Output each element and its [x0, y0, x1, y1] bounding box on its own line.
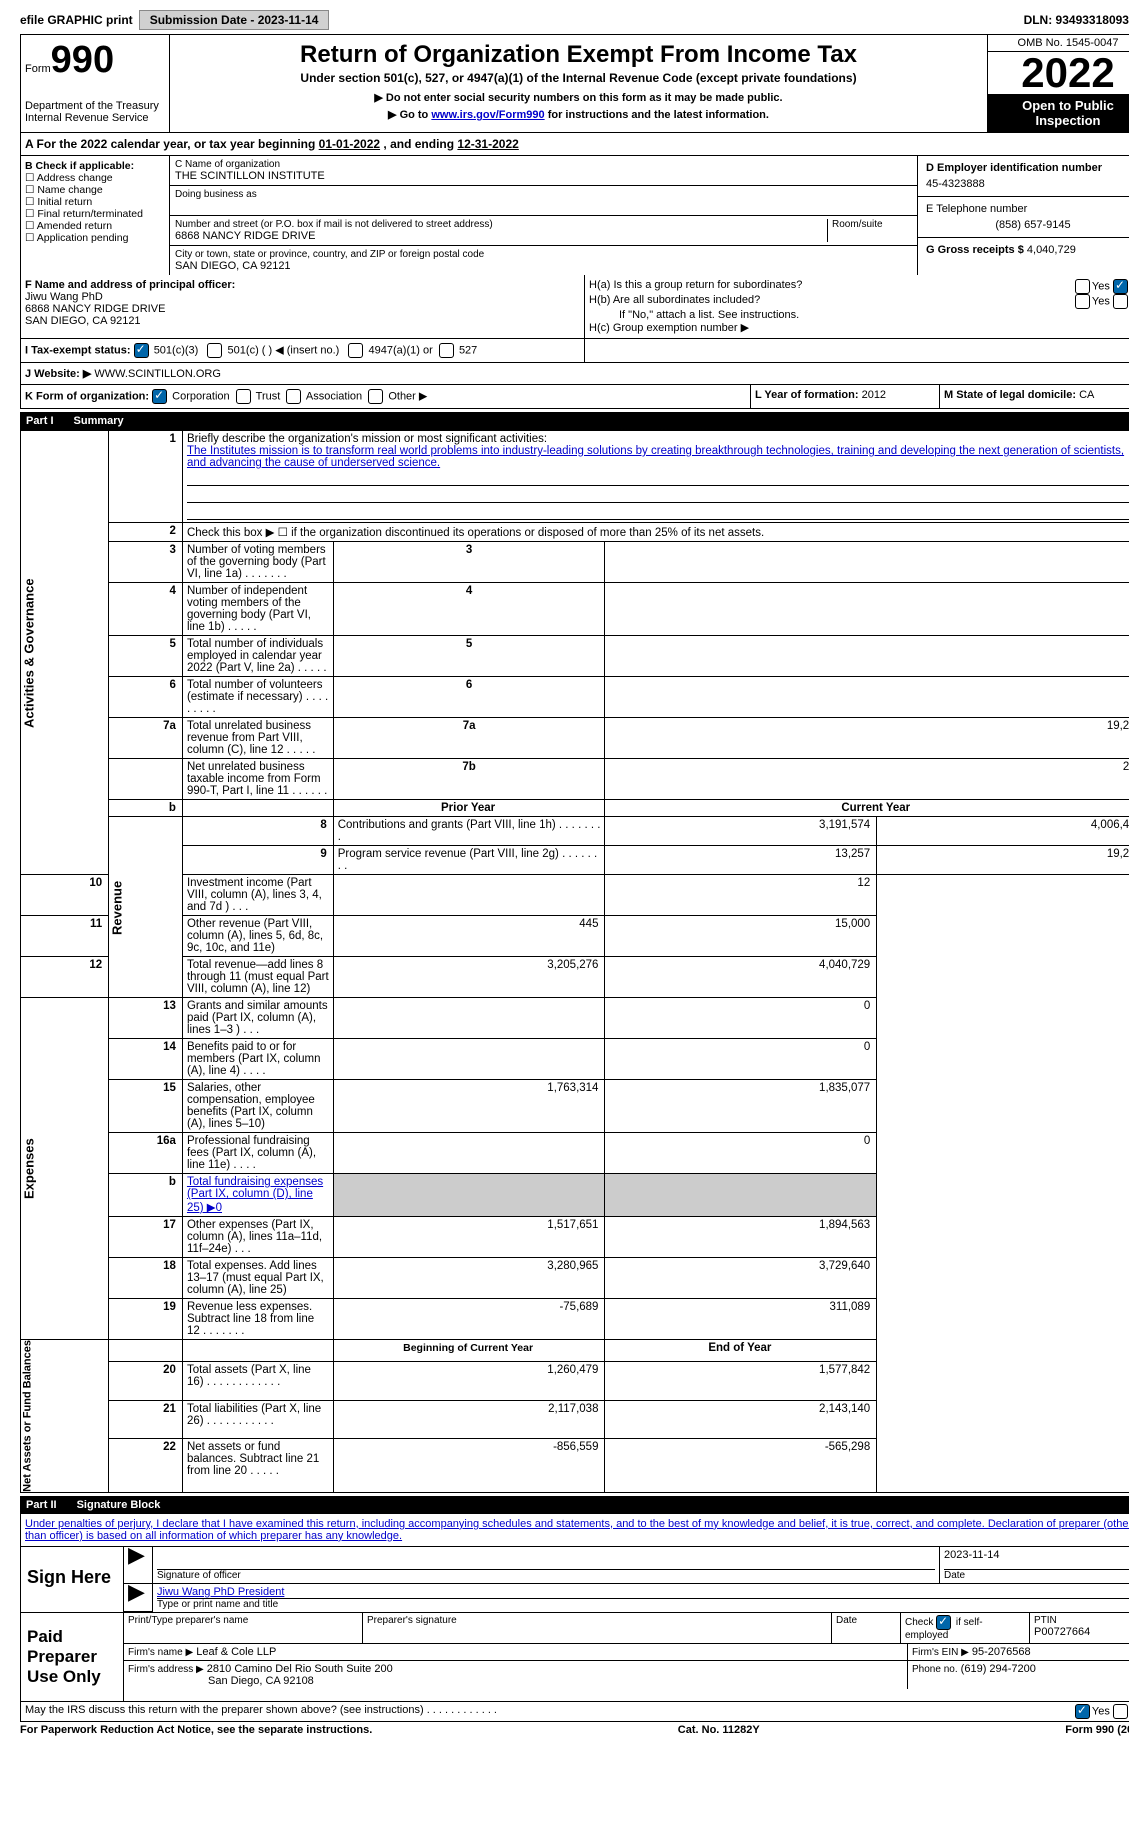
- privacy-note: ▶ Do not enter social security numbers o…: [174, 91, 983, 104]
- officer-addr1: 6868 NANCY RIDGE DRIVE: [25, 303, 580, 315]
- chk-self-employed: [936, 1615, 951, 1630]
- row-fh: F Name and address of principal officer:…: [20, 275, 1129, 339]
- chk-527: [439, 343, 454, 358]
- officer-addr2: SAN DIEGO, CA 92121: [25, 315, 580, 327]
- open-public-badge: Open to Public Inspection: [988, 94, 1129, 132]
- discuss-answer: Yes No: [1075, 1704, 1129, 1719]
- row-j: J Website: ▶ WWW.SCINTILLON.ORG: [20, 363, 1129, 385]
- discuss-row: May the IRS discuss this return with the…: [20, 1702, 1129, 1722]
- chk-other: [368, 389, 383, 404]
- form-number: Form990: [25, 39, 165, 82]
- dept-treasury: Department of the Treasury: [25, 100, 165, 112]
- website-url: WWW.SCINTILLON.ORG: [94, 368, 221, 380]
- instructions-note: ▶ Go to www.irs.gov/Form990 for instruct…: [174, 108, 983, 121]
- signature-block: Under penalties of perjury, I declare th…: [20, 1514, 1129, 1702]
- box-h: H(a) Is this a group return for subordin…: [585, 275, 1129, 338]
- row-5: 5Total number of individuals employed in…: [21, 636, 1129, 677]
- part1-header: Part I Summary: [20, 412, 1129, 430]
- box-d: D Employer identification number 45-4323…: [917, 156, 1129, 275]
- row-3: 3Number of voting members of the governi…: [21, 542, 1129, 583]
- org-name: THE SCINTILLON INSTITUTE: [175, 170, 912, 182]
- dln: DLN: 93493318093193: [1024, 13, 1129, 27]
- hb-answer: Yes No: [1075, 294, 1129, 309]
- chk-application: ☐ Application pending: [25, 232, 165, 244]
- row-7b: Net unrelated business taxable income fr…: [21, 759, 1129, 800]
- info-section: B Check if applicable: ☐ Address change …: [20, 156, 1129, 275]
- part2-header: Part II Signature Block: [20, 1496, 1129, 1514]
- efile-label: efile GRAPHIC print: [20, 13, 133, 27]
- year-formation: 2012: [862, 389, 886, 401]
- row-klm: K Form of organization: Corporation Trus…: [20, 385, 1129, 409]
- box-f: F Name and address of principal officer:…: [21, 275, 585, 338]
- box-b: B Check if applicable: ☐ Address change …: [21, 156, 170, 275]
- year-end: 12-31-2022: [457, 137, 518, 151]
- chk-corp: [152, 389, 167, 404]
- row-4: 4Number of independent voting members of…: [21, 583, 1129, 636]
- chk-name: ☐ Name change: [25, 184, 165, 196]
- officer-printed: Jiwu Wang PhD President: [157, 1586, 1129, 1598]
- chk-501c: [207, 343, 222, 358]
- chk-initial: ☐ Initial return: [25, 196, 165, 208]
- irs-label: Internal Revenue Service: [25, 112, 165, 124]
- declaration: Under penalties of perjury, I declare th…: [25, 1518, 1129, 1542]
- form-title: Return of Organization Exempt From Incom…: [174, 41, 983, 69]
- phone: (858) 657-9145: [926, 219, 1129, 231]
- form-header: Form990 Department of the Treasury Inter…: [20, 34, 1129, 133]
- side-revenue: Revenue: [109, 817, 183, 998]
- firm-phone: (619) 294-7200: [961, 1663, 1036, 1675]
- side-governance: Activities & Governance: [21, 431, 109, 875]
- row-7a: 7aTotal unrelated business revenue from …: [21, 718, 1129, 759]
- firm-addr2: San Diego, CA 92108: [128, 1675, 314, 1687]
- gross-receipts: 4,040,729: [1027, 244, 1076, 256]
- summary-table: Activities & Governance 1 Briefly descri…: [20, 430, 1129, 1493]
- chk-4947: [348, 343, 363, 358]
- section-a: A For the 2022 calendar year, or tax yea…: [20, 133, 1129, 156]
- row-i: I Tax-exempt status: 501(c)(3) 501(c) ( …: [20, 339, 1129, 363]
- mission-text: The Institutes mission is to transform r…: [187, 445, 1124, 469]
- paid-preparer-label: Paid Preparer Use Only: [21, 1613, 124, 1701]
- firm-addr1: 2810 Camino Del Rio South Suite 200: [207, 1663, 393, 1675]
- chk-amended: ☐ Amended return: [25, 220, 165, 232]
- firm-name: Leaf & Cole LLP: [196, 1646, 276, 1658]
- sig-date: 2023-11-14: [944, 1549, 1129, 1569]
- submission-date: Submission Date - 2023-11-14: [139, 10, 330, 30]
- ptin: P00727664: [1034, 1626, 1129, 1638]
- chk-trust: [236, 389, 251, 404]
- top-bar: efile GRAPHIC print Submission Date - 20…: [20, 10, 1129, 30]
- page-footer: For Paperwork Reduction Act Notice, see …: [20, 1722, 1129, 1738]
- chk-address: ☐ Address change: [25, 172, 165, 184]
- firm-ein: 95-2076568: [972, 1646, 1031, 1658]
- tax-year: 2022: [988, 52, 1129, 94]
- sign-here-label: Sign Here: [21, 1547, 124, 1612]
- box-c: C Name of organization THE SCINTILLON IN…: [170, 156, 917, 275]
- state-domicile: CA: [1079, 389, 1094, 401]
- form-subtitle: Under section 501(c), 527, or 4947(a)(1)…: [174, 71, 983, 85]
- cat-no: Cat. No. 11282Y: [678, 1724, 760, 1736]
- row-6: 6Total number of volunteers (estimate if…: [21, 677, 1129, 718]
- irs-link[interactable]: www.irs.gov/Form990: [431, 109, 544, 121]
- street-address: 6868 NANCY RIDGE DRIVE: [175, 230, 827, 242]
- city-state-zip: SAN DIEGO, CA 92121: [175, 260, 912, 272]
- ein: 45-4323888: [926, 178, 1129, 190]
- chk-501c3: [134, 343, 149, 358]
- year-begin: 01-01-2022: [319, 137, 380, 151]
- ha-answer: Yes No: [1075, 279, 1129, 294]
- officer-name: Jiwu Wang PhD: [25, 291, 580, 303]
- chk-final: ☐ Final return/terminated: [25, 208, 165, 220]
- side-net-assets: Net Assets or Fund Balances: [21, 1340, 109, 1493]
- side-expenses: Expenses: [21, 998, 109, 1340]
- chk-assoc: [286, 389, 301, 404]
